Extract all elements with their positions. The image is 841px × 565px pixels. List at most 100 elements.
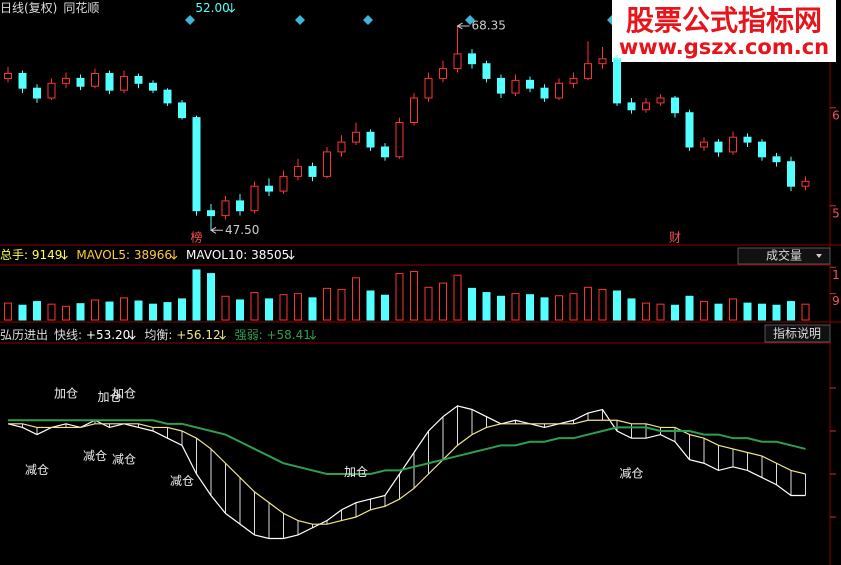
candle-body: [4, 73, 12, 79]
volume-bar: [729, 298, 737, 321]
candle-body: [395, 122, 404, 158]
candle-body: [453, 53, 462, 70]
candle-body: [120, 75, 128, 91]
header-label: MAVOL10: 38505: [186, 248, 289, 262]
volume-bar: [236, 299, 244, 321]
volume-bar: [76, 303, 85, 321]
dropdown-arrow: [816, 254, 822, 258]
signal-label: 减仓: [112, 452, 136, 466]
volume-bar: [584, 286, 592, 321]
signal-label: 减仓: [83, 449, 107, 463]
volume-bar: [627, 298, 636, 321]
candle-body: [265, 185, 273, 192]
y-tick-label: 9: [832, 294, 840, 308]
candle-body: [163, 89, 172, 104]
candle-body: [758, 141, 766, 158]
header-part: 日线(复权): [0, 1, 57, 15]
volume-bar: [569, 293, 578, 321]
diamond: [185, 15, 195, 25]
candle-body: [714, 141, 723, 153]
extreme-label: 47.50: [225, 223, 259, 237]
candle-body: [439, 68, 447, 79]
candle-body: [33, 87, 41, 99]
candle-body: [424, 77, 433, 99]
header-label: MAVOL5: 38966: [76, 248, 172, 262]
arrow-icon: [61, 250, 68, 260]
header-part: 52.00: [195, 1, 229, 15]
header-part: 9149: [32, 248, 63, 262]
y-tick-label: 6: [832, 108, 840, 122]
volume-bar: [47, 303, 56, 321]
candle-body: [700, 141, 708, 148]
candle-body: [178, 102, 186, 119]
candle-body: [468, 53, 476, 65]
volume-bar: [120, 297, 128, 321]
candle-body: [381, 146, 389, 158]
signal-label: 减仓: [25, 463, 49, 477]
header-part: 弘历进出: [0, 328, 48, 342]
volume-bar: [62, 305, 70, 321]
arrow-icon: [128, 330, 136, 340]
candle-body: [250, 185, 259, 212]
extreme-pointer: [456, 22, 470, 30]
candle-body: [772, 156, 781, 163]
volume-bar: [671, 304, 679, 321]
candle-body: [729, 136, 737, 153]
candle-body: [236, 200, 244, 212]
header-label: 快线: +53.20: [54, 328, 130, 342]
candle-body: [685, 112, 694, 148]
indicator-line: [8, 419, 806, 475]
header-label: 52.00: [195, 1, 229, 15]
candle-body: [642, 102, 650, 111]
candle-body: [105, 73, 114, 91]
indicator-button[interactable]: [764, 324, 831, 343]
volume-bar: [265, 298, 273, 321]
candle-body: [352, 131, 360, 143]
volume-bar: [555, 295, 563, 321]
header-part: +53.20: [86, 328, 130, 342]
candle-body: [627, 102, 636, 111]
volume-bar: [149, 303, 157, 321]
signal-label: 加仓: [344, 465, 368, 479]
signal-label: 减仓: [170, 474, 194, 488]
candle-body: [482, 63, 491, 79]
candle-body: [308, 166, 317, 177]
volume-bar: [352, 277, 360, 321]
volume-bar: [323, 287, 331, 321]
candle-body: [76, 77, 85, 87]
volume-bar: [308, 297, 317, 321]
header-label: 总手: 9149: [0, 248, 62, 262]
candle-body: [192, 117, 201, 212]
volume-button[interactable]: [737, 247, 831, 265]
indicator-line: [7, 405, 806, 540]
candle-body: [207, 210, 215, 217]
volume-bar: [526, 294, 534, 321]
volume-bar: [192, 269, 201, 321]
volume-bar: [279, 294, 288, 321]
header-part: 均衡:: [144, 328, 172, 342]
header-part: 同花顺: [63, 0, 99, 15]
volume-bar: [4, 302, 12, 321]
header-label: 强弱: +58.41: [235, 328, 311, 342]
volume-bar: [395, 273, 404, 321]
candle-body: [221, 200, 230, 217]
candle-body: [584, 63, 592, 79]
volume-bar: [424, 286, 433, 321]
header-part: +58.41: [266, 328, 310, 342]
candle-body: [497, 77, 505, 94]
event-marker: 榜: [190, 230, 202, 245]
candle-body: [62, 77, 70, 84]
y-tick-label: 5: [832, 206, 840, 220]
arrow-icon: [228, 3, 236, 13]
volume-bar: [134, 300, 143, 321]
header-label: 均衡: +56.12: [144, 328, 220, 342]
candle-body: [801, 180, 810, 187]
volume-bar: [410, 270, 418, 321]
candle-body: [511, 79, 520, 94]
volume-bar: [163, 302, 172, 321]
header-label: 弘历进出: [0, 328, 48, 342]
volume-bar: [801, 303, 810, 321]
volume-bar: [642, 302, 650, 321]
